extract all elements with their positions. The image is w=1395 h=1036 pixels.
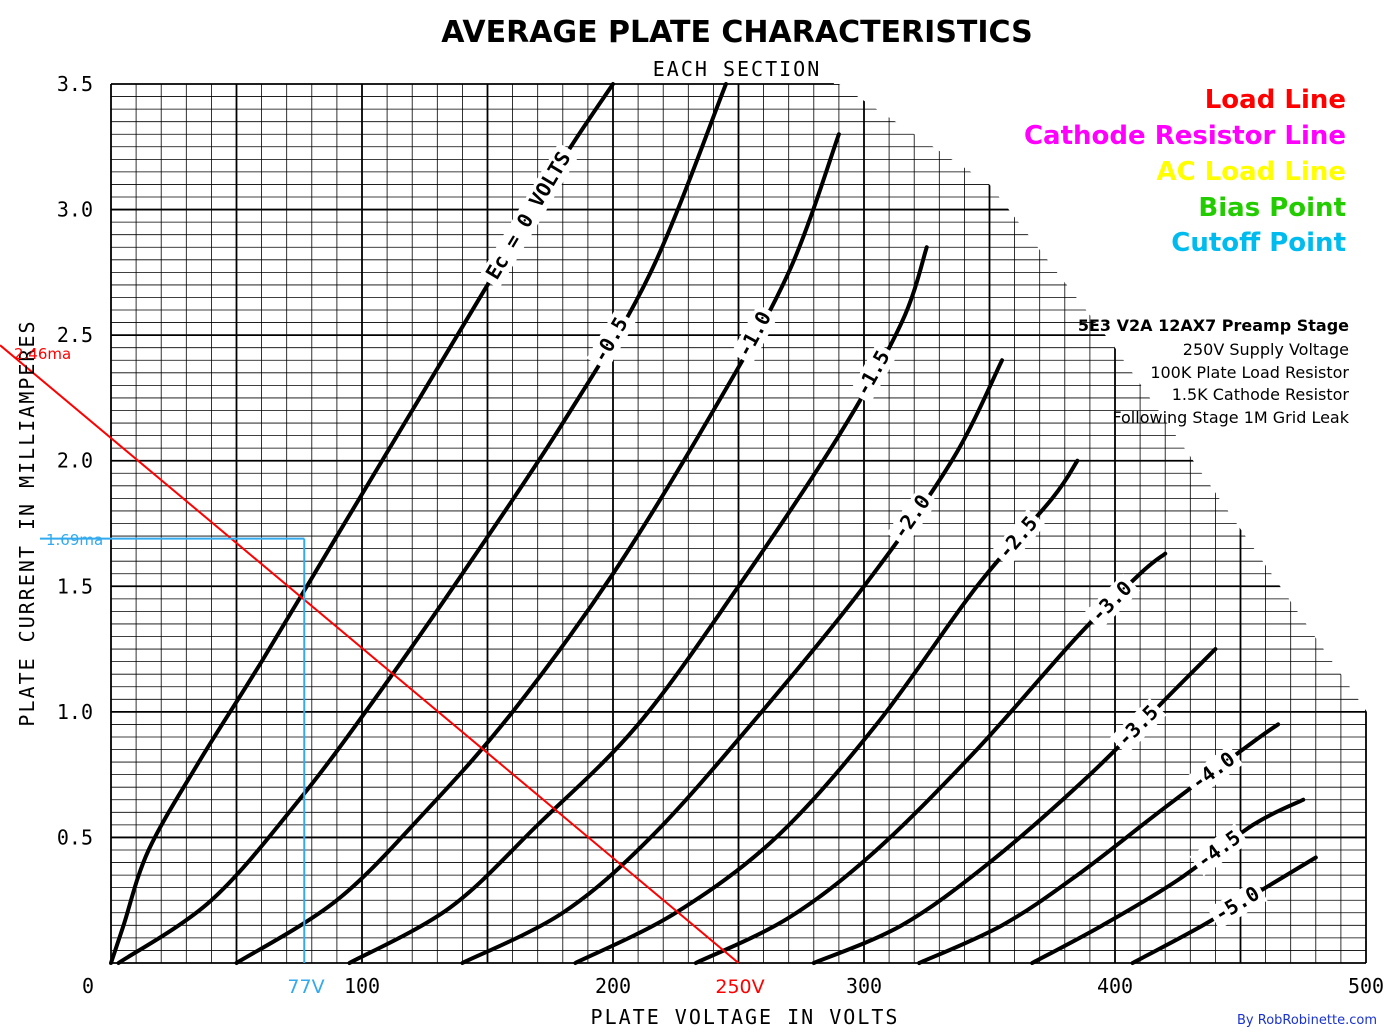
plate-curve [116,82,728,965]
y-tick-label: 3.5 [57,72,93,96]
x-tick-label: 400 [1097,974,1133,998]
legend-ac-load-line: AC Load Line [1156,157,1346,187]
annotation-cutoff-current: 1.69ma [46,531,103,549]
y-tick-label: 1.5 [57,574,93,598]
info-line: Following Stage 1M Grid Leak [1112,408,1349,427]
grid [110,0,1395,964]
info-line: 1.5K Cathode Resistor [1172,385,1350,404]
y-tick-label: 0.5 [57,825,93,849]
plate-curve [573,458,1080,965]
x-tick-labels: 0 100 200 300 400 500 [82,974,1384,998]
y-axis-label: PLATE CURRENT IN MILLIAMPERES [15,319,39,726]
x-tick-label: 200 [595,974,631,998]
plate-curve [917,722,1281,965]
y-tick-label: 2.5 [57,323,93,347]
x-tick-label: 100 [344,974,380,998]
x-tick-label: 0 [82,974,94,998]
curve-label: Ec = 0 VOLTS [481,147,576,283]
legend-bias-point: Bias Point [1198,193,1346,223]
annotation-cutoff-voltage: 77V [287,976,324,998]
chart-title: AVERAGE PLATE CHARACTERISTICS [441,15,1032,50]
x-tick-label: 300 [846,974,882,998]
legend-cutoff-point: Cutoff Point [1171,228,1346,258]
plate-curve [460,358,1005,965]
load-line [0,344,740,964]
plate-curve [1030,797,1306,965]
plate-curve [811,647,1218,965]
annotation-current-246: 2.46ma [14,345,71,363]
overlay-lines [0,344,740,964]
chart-subtitle: EACH SECTION [653,57,822,81]
info-heading: 5E3 V2A 12AX7 Preamp Stage [1078,316,1349,335]
x-axis-label: PLATE VOLTAGE IN VOLTS [591,1005,900,1029]
info-line: 100K Plate Load Resistor [1150,363,1349,382]
plate-curve [234,132,841,965]
info-box: 5E3 V2A 12AX7 Preamp Stage 250V Supply V… [1078,316,1350,427]
credit-link[interactable]: By RobRobinette.com [1237,1013,1377,1028]
y-tick-label: 2.0 [57,449,93,473]
y-tick-label: 3.0 [57,198,93,222]
paper-edge-mask [833,0,1395,712]
y-tick-label: 1.0 [57,700,93,724]
annotation-supply-voltage: 250V [715,976,764,998]
legend-load-line: Load Line [1205,85,1346,115]
x-tick-label: 500 [1348,974,1384,998]
legend-cathode-resistor-line: Cathode Resistor Line [1024,121,1346,151]
legend: Load Line Cathode Resistor Line AC Load … [1024,85,1346,258]
y-tick-labels: 0.5 1.0 1.5 2.0 2.5 3.0 3.5 [57,72,93,849]
info-line: 250V Supply Voltage [1183,340,1349,359]
